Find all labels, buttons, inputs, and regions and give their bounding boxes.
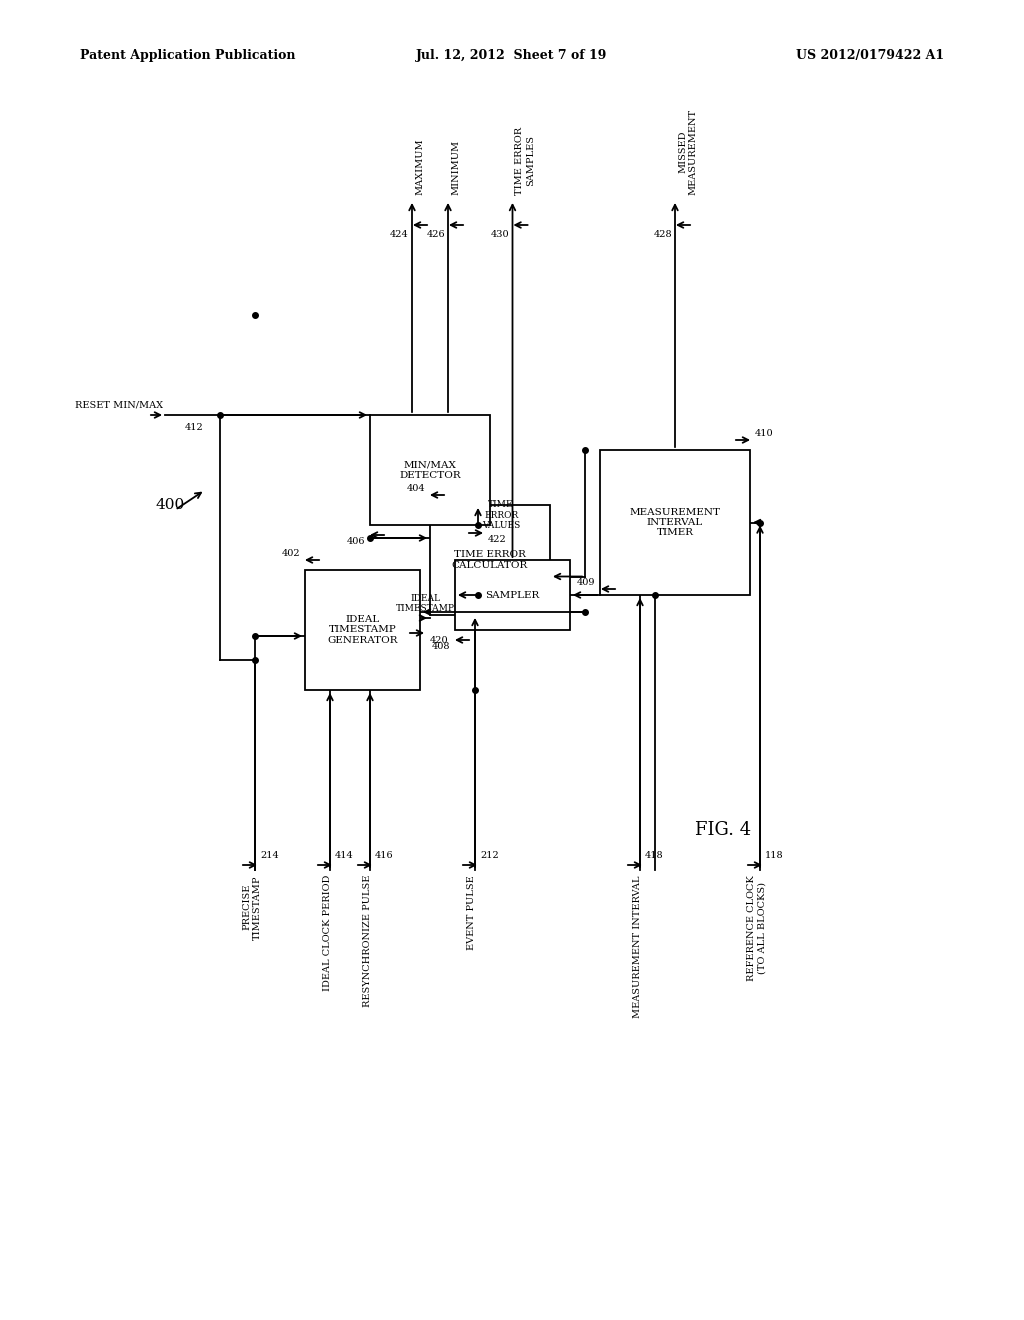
- Text: Patent Application Publication: Patent Application Publication: [80, 49, 296, 62]
- Text: IDEAL
TIMESTAMP: IDEAL TIMESTAMP: [395, 594, 455, 612]
- Text: 416: 416: [375, 851, 393, 861]
- Text: SAMPLER: SAMPLER: [485, 590, 540, 599]
- Text: 410: 410: [755, 429, 773, 438]
- Text: 214: 214: [260, 851, 279, 861]
- Text: PRECISE
TIMESTAMP: PRECISE TIMESTAMP: [243, 875, 262, 940]
- Text: 430: 430: [490, 230, 510, 239]
- Text: RESET MIN/MAX: RESET MIN/MAX: [75, 401, 163, 411]
- Text: MINIMUM: MINIMUM: [451, 140, 460, 195]
- Text: MEASUREMENT INTERVAL: MEASUREMENT INTERVAL: [633, 875, 641, 1018]
- Text: 402: 402: [282, 549, 300, 558]
- Text: 400: 400: [155, 498, 184, 512]
- Text: 426: 426: [426, 230, 445, 239]
- Text: 212: 212: [480, 851, 499, 861]
- Text: EVENT PULSE: EVENT PULSE: [468, 875, 476, 950]
- Bar: [430, 506, 550, 615]
- Text: 409: 409: [577, 578, 595, 587]
- Bar: [600, 450, 750, 595]
- Text: TIME ERROR
SAMPLES: TIME ERROR SAMPLES: [515, 127, 535, 195]
- Text: 424: 424: [390, 230, 409, 239]
- Text: 406: 406: [346, 537, 365, 546]
- Text: 428: 428: [653, 230, 672, 239]
- Text: Jul. 12, 2012  Sheet 7 of 19: Jul. 12, 2012 Sheet 7 of 19: [417, 49, 607, 62]
- Text: MISSED
MEASUREMENT: MISSED MEASUREMENT: [678, 108, 697, 195]
- Bar: [305, 570, 420, 690]
- Text: REFERENCE CLOCK
(TO ALL BLOCKS): REFERENCE CLOCK (TO ALL BLOCKS): [748, 875, 767, 981]
- Bar: [370, 414, 490, 525]
- Text: MIN/MAX
DETECTOR: MIN/MAX DETECTOR: [399, 461, 461, 479]
- Text: TIME
ERROR
VALUES: TIME ERROR VALUES: [482, 500, 520, 529]
- Text: IDEAL CLOCK PERIOD: IDEAL CLOCK PERIOD: [323, 875, 332, 991]
- Text: 412: 412: [185, 422, 204, 432]
- Text: MAXIMUM: MAXIMUM: [415, 139, 424, 195]
- Text: 422: 422: [488, 535, 507, 544]
- Text: 420: 420: [430, 636, 449, 645]
- Text: 418: 418: [645, 851, 664, 861]
- Text: TIME ERROR
CALCULATOR: TIME ERROR CALCULATOR: [452, 550, 528, 570]
- Text: 118: 118: [765, 851, 783, 861]
- Text: RESYNCHRONIZE PULSE: RESYNCHRONIZE PULSE: [362, 875, 372, 1007]
- Text: 408: 408: [431, 642, 450, 651]
- Text: FIG. 4: FIG. 4: [695, 821, 752, 840]
- Text: US 2012/0179422 A1: US 2012/0179422 A1: [796, 49, 944, 62]
- Text: 404: 404: [407, 484, 425, 492]
- Bar: [455, 560, 570, 630]
- Text: IDEAL
TIMESTAMP
GENERATOR: IDEAL TIMESTAMP GENERATOR: [328, 615, 397, 645]
- Text: MEASUREMENT
INTERVAL
TIMER: MEASUREMENT INTERVAL TIMER: [630, 508, 721, 537]
- Text: 414: 414: [335, 851, 353, 861]
